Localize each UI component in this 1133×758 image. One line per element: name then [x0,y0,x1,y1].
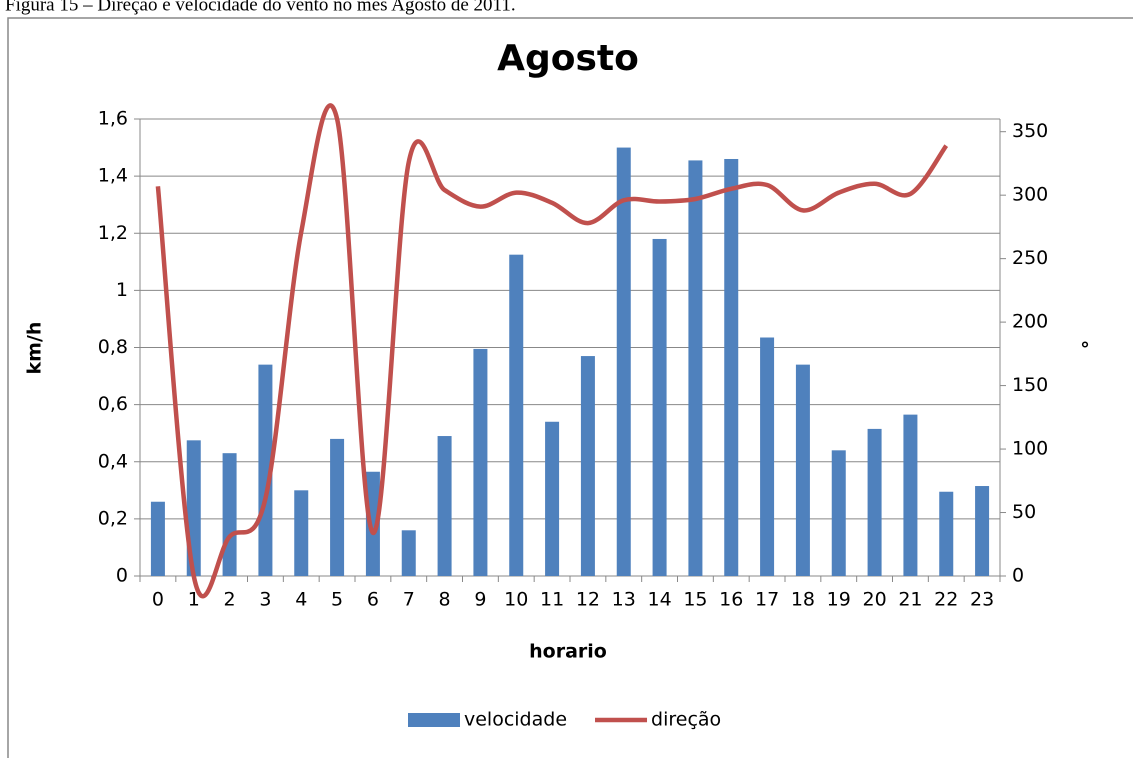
x-tick-label: 5 [331,589,343,611]
x-tick-label: 17 [755,589,779,611]
y2-tick-label: 300 [1012,184,1048,206]
x-tick-label: 7 [403,589,415,611]
x-tick-label: 12 [576,589,600,611]
y-axis-label: km/h [24,322,46,375]
bar [975,486,990,576]
y2-tick-label: 200 [1012,311,1048,333]
y-tick-label: 1,6 [98,108,128,130]
bar [365,471,380,576]
bar [294,490,309,576]
x-tick-label: 16 [719,589,743,611]
bar [509,254,524,576]
x-tick-label: 9 [474,589,486,611]
x-tick-label: 18 [791,589,815,611]
x-axis-label: horario [529,641,607,663]
y-tick-label: 0,6 [98,393,128,415]
x-tick-label: 0 [152,589,164,611]
bar [401,530,416,576]
legend-swatch [408,713,460,727]
y-tick-label: 1 [116,279,128,301]
x-tick-label: 19 [827,589,851,611]
x-tick-label: 3 [259,589,271,611]
x-tick-label: 6 [367,589,379,611]
bar [939,491,954,576]
y2-tick-label: 250 [1012,247,1048,269]
x-tick-label: 21 [898,589,922,611]
x-tick-label: 22 [934,589,958,611]
bar [150,501,165,576]
bar [652,238,667,576]
y-tick-label: 1,4 [98,165,128,187]
chart-frame [7,17,1133,758]
bar [222,453,237,576]
bar [330,438,345,576]
x-tick-label: 1 [188,589,200,611]
x-tick-label: 8 [439,589,451,611]
x-tick-label: 4 [295,589,307,611]
bar [258,364,273,576]
y2-tick-label: 50 [1012,501,1036,523]
legend-label: velocidade [464,709,567,731]
x-tick-label: 23 [970,589,994,611]
y2-tick-label: 350 [1012,120,1048,142]
bar [580,356,595,576]
bar [545,421,560,576]
y2-tick-label: 100 [1012,438,1048,460]
y-tick-label: 0 [116,565,128,587]
bar [760,337,775,576]
y2-axis-label: ° [1080,339,1090,361]
x-tick-label: 20 [862,589,886,611]
x-tick-label: 10 [504,589,528,611]
bar [795,364,810,576]
y2-tick-label: 150 [1012,374,1048,396]
chart-title: Agosto [497,38,639,79]
x-tick-label: 2 [224,589,236,611]
x-tick-label: 13 [612,589,636,611]
x-tick-label: 15 [683,589,707,611]
x-tick-label: 14 [647,589,671,611]
y-tick-label: 1,2 [98,222,128,244]
y-tick-label: 0,4 [98,450,128,472]
bar [616,147,631,576]
bar [473,348,488,576]
y2-tick-label: 0 [1012,565,1024,587]
caption: Figura 15 – Direção e velocidade do vent… [5,0,516,15]
y-tick-label: 0,8 [98,336,128,358]
bar [903,414,918,576]
y-tick-label: 0,2 [98,507,128,529]
x-tick-label: 11 [540,589,564,611]
legend-label: direção [651,709,721,731]
bar [688,160,703,576]
bar [831,450,846,576]
bar [437,436,452,576]
bar [724,158,739,577]
line [155,103,949,599]
bar [867,428,882,576]
